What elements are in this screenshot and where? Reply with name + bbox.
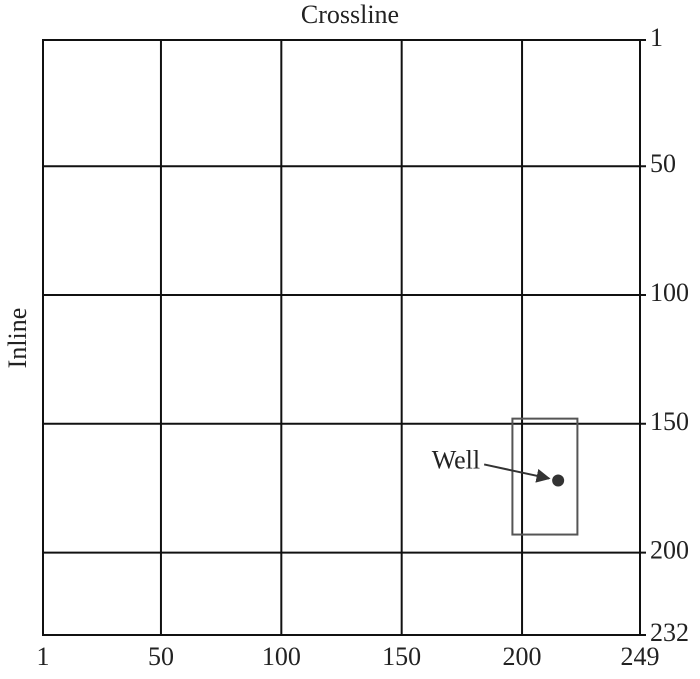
y-axis-title: Inline xyxy=(3,308,32,369)
y-tick-label: 232 xyxy=(650,618,689,647)
y-tick-label: 100 xyxy=(650,278,689,307)
well-point xyxy=(552,474,565,487)
y-tick-label: 150 xyxy=(650,407,689,436)
x-tick-label: 249 xyxy=(621,642,660,671)
x-tick-label: 50 xyxy=(148,642,174,671)
x-tick-label: 200 xyxy=(503,642,542,671)
x-axis-title: Crossline xyxy=(301,0,399,29)
y-tick-label: 1 xyxy=(650,23,663,52)
annotation-label: Well xyxy=(432,445,480,474)
x-tick-label: 150 xyxy=(382,642,421,671)
y-tick-label: 200 xyxy=(650,536,689,565)
y-tick-label: 50 xyxy=(650,149,676,178)
highlight-box xyxy=(511,417,579,536)
plot-frame xyxy=(42,39,641,636)
x-tick-label: 1 xyxy=(37,642,50,671)
x-tick-label: 100 xyxy=(262,642,301,671)
annotation-arrow xyxy=(483,463,551,483)
